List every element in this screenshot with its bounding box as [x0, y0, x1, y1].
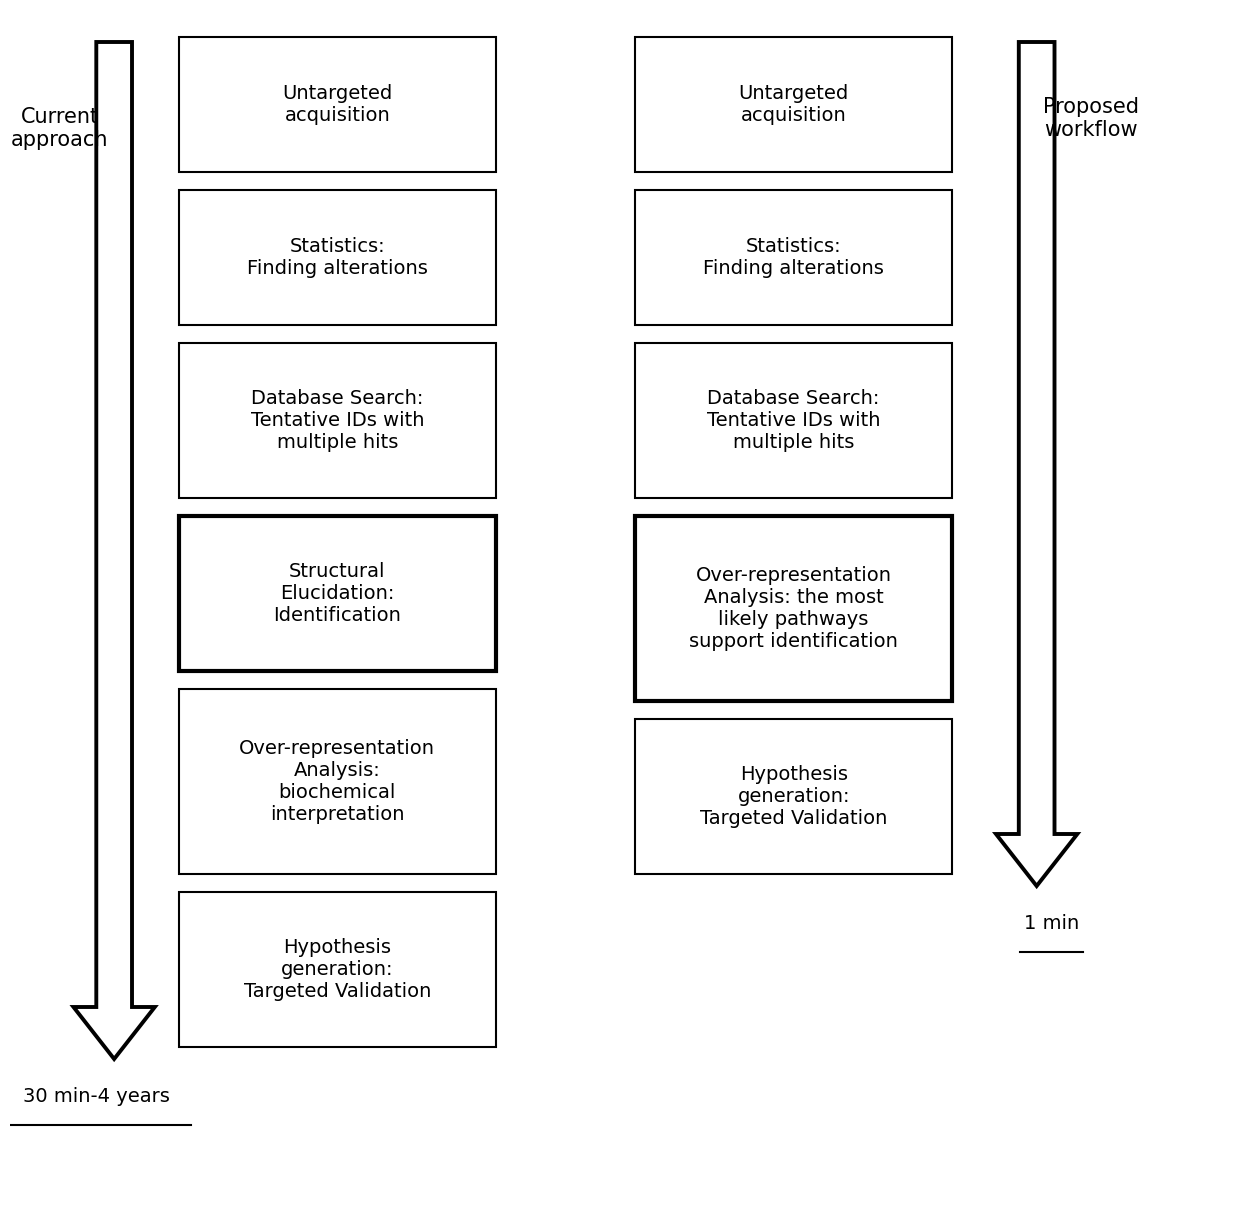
- Text: Statistics:
Finding alterations: Statistics: Finding alterations: [247, 237, 428, 279]
- Text: Proposed
workflow: Proposed workflow: [1043, 97, 1140, 140]
- FancyBboxPatch shape: [179, 690, 496, 874]
- Text: 1 min: 1 min: [1024, 914, 1079, 933]
- FancyBboxPatch shape: [635, 37, 952, 172]
- Text: Current
approach: Current approach: [11, 107, 108, 150]
- Text: Structural
Elucidation:
Identification: Structural Elucidation: Identification: [273, 562, 402, 625]
- Text: Hypothesis
generation:
Targeted Validation: Hypothesis generation: Targeted Validati…: [699, 764, 888, 828]
- FancyBboxPatch shape: [179, 517, 496, 671]
- Text: Untargeted
acquisition: Untargeted acquisition: [739, 83, 848, 125]
- Text: Hypothesis
generation:
Targeted Validation: Hypothesis generation: Targeted Validati…: [243, 937, 432, 1001]
- Polygon shape: [996, 42, 1078, 886]
- Text: Over-representation
Analysis:
biochemical
interpretation: Over-representation Analysis: biochemica…: [239, 739, 435, 825]
- Polygon shape: [73, 42, 155, 1059]
- FancyBboxPatch shape: [179, 344, 496, 498]
- Text: Database Search:
Tentative IDs with
multiple hits: Database Search: Tentative IDs with mult…: [250, 389, 424, 452]
- FancyBboxPatch shape: [179, 892, 496, 1047]
- FancyBboxPatch shape: [635, 344, 952, 498]
- FancyBboxPatch shape: [179, 37, 496, 172]
- Text: 30 min-4 years: 30 min-4 years: [22, 1087, 170, 1106]
- Text: Statistics:
Finding alterations: Statistics: Finding alterations: [703, 237, 884, 279]
- FancyBboxPatch shape: [635, 719, 952, 874]
- Text: Untargeted
acquisition: Untargeted acquisition: [283, 83, 393, 125]
- FancyBboxPatch shape: [635, 517, 952, 701]
- FancyBboxPatch shape: [179, 190, 496, 325]
- Text: Database Search:
Tentative IDs with
multiple hits: Database Search: Tentative IDs with mult…: [707, 389, 880, 452]
- FancyBboxPatch shape: [635, 190, 952, 325]
- Text: Over-representation
Analysis: the most
likely pathways
support identification: Over-representation Analysis: the most l…: [689, 566, 898, 652]
